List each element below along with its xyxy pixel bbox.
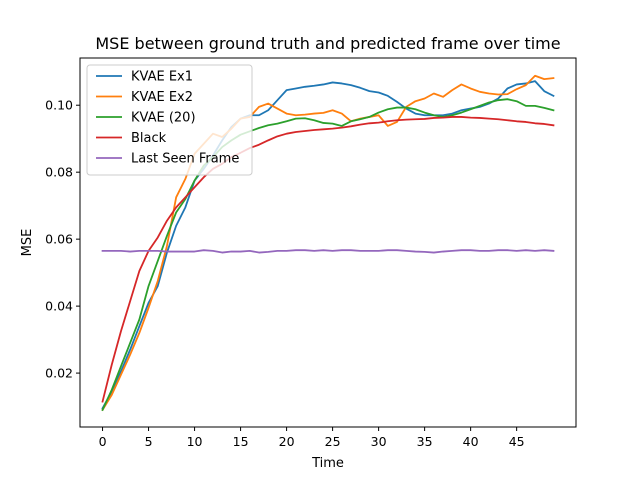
- x-tick-label: 40: [463, 434, 479, 449]
- y-tick-label: 0.02: [45, 366, 73, 381]
- axes-frame: [79, 57, 577, 428]
- x-tick-label: 30: [371, 434, 387, 449]
- legend-box: [86, 64, 253, 176]
- series-line-kvae-ex2: [101, 74, 555, 412]
- legend-items: KVAE Ex1 KVAE Ex2 KVAE (20) Black Last Seen …: [96, 70, 239, 167]
- legend-label: KVAE Ex2: [131, 90, 193, 105]
- legend-label: Last Seen Frame: [131, 152, 239, 167]
- chart-title: MSE between ground truth and predicted f…: [95, 34, 560, 53]
- y-tick-label: 0.10: [45, 98, 73, 113]
- legend-label: KVAE (20): [131, 111, 196, 126]
- x-axis-label: Time: [311, 456, 344, 471]
- x-tick-label: 25: [325, 434, 341, 449]
- legend: KVAE Ex1 KVAE Ex2 KVAE (20) Black Last Seen …: [86, 64, 253, 176]
- x-tick-label: 15: [233, 434, 249, 449]
- legend-label: KVAE Ex1: [131, 70, 193, 85]
- x-tick-label: 20: [279, 434, 295, 449]
- series-line-kvae-20: [101, 98, 555, 412]
- x-tick-label: 0: [99, 434, 107, 449]
- series-group: [101, 74, 555, 412]
- x-tick-label: 5: [145, 434, 153, 449]
- x-tick-label: 45: [509, 434, 525, 449]
- x-tick-label: 10: [187, 434, 203, 449]
- series-line-last-seen-frame: [101, 249, 555, 254]
- y-axis-label: MSE: [20, 229, 35, 257]
- y-tick-label: 0.04: [45, 299, 73, 314]
- y-axis-ticks: 0.02 0.04 0.06 0.08 0.10: [45, 98, 80, 381]
- series-line-black: [101, 116, 555, 403]
- x-tick-label: 35: [417, 434, 433, 449]
- y-tick-label: 0.06: [45, 232, 73, 247]
- x-axis-ticks: 0 5 10 15 20 25 30 35 40 45: [99, 427, 525, 449]
- y-tick-label: 0.08: [45, 165, 73, 180]
- legend-label: Black: [131, 131, 167, 146]
